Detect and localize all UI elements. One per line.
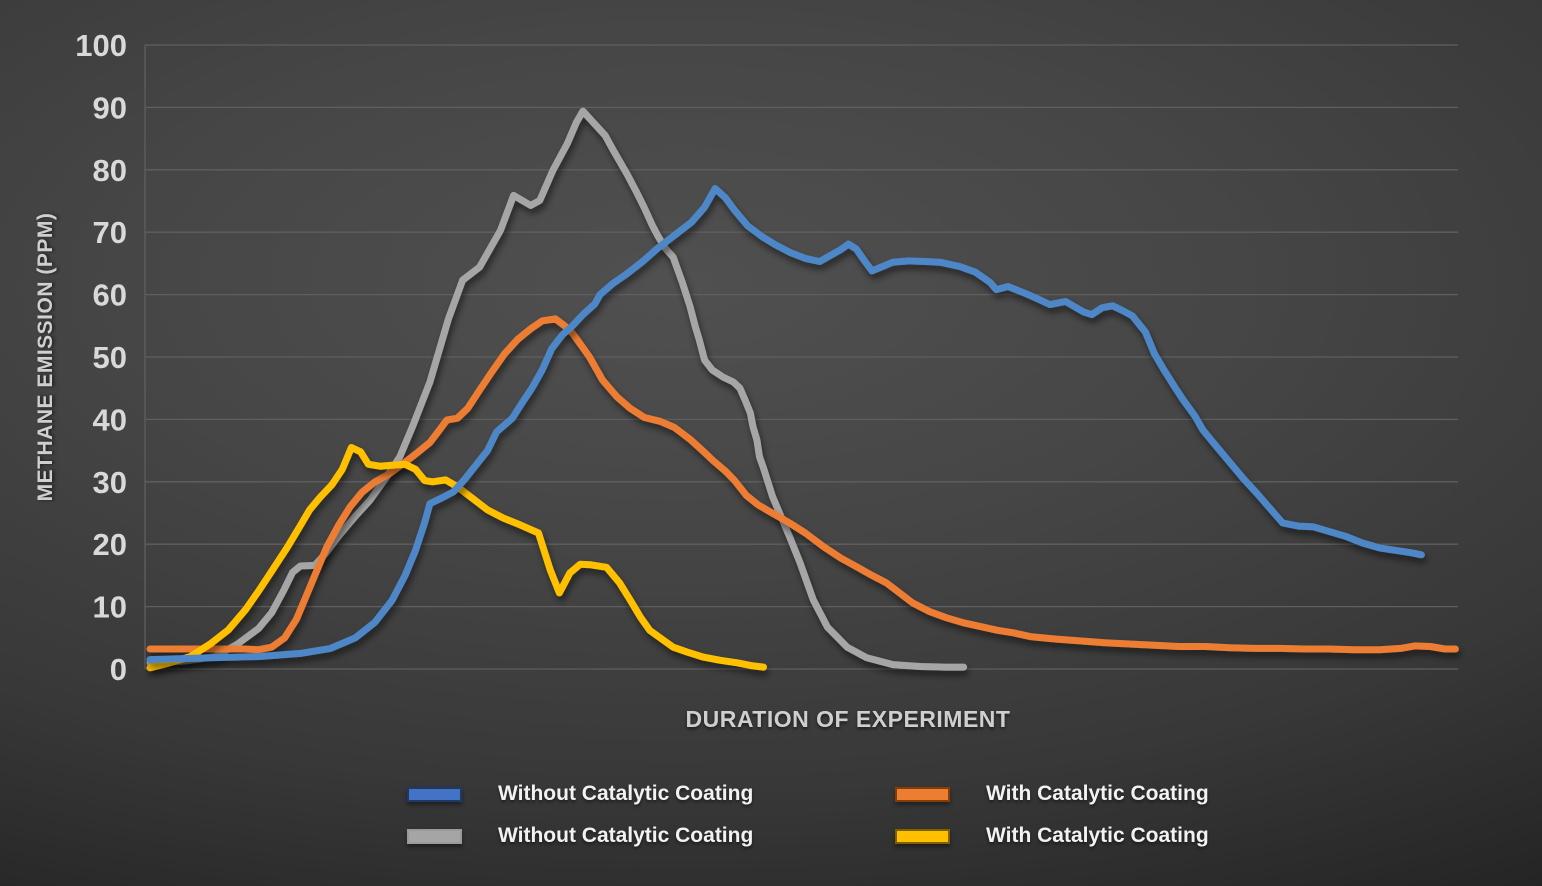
legend-item-gray: Without Catalytic Coating [407,824,754,847]
legend-swatch-yellow [895,828,950,844]
legend-label: Without Catalytic Coating [498,824,754,847]
legend-label: With Catalytic Coating [986,824,1209,847]
y-tick-label: 40 [93,402,127,437]
series-line-yellow [146,444,767,672]
series-line-orange [146,315,1459,654]
y-tick-label: 20 [93,527,127,562]
legend-label: With Catalytic Coating [986,782,1209,805]
series-line-gray [146,107,968,671]
legend-swatch-blue [407,786,462,802]
legend-item-blue: Without Catalytic Coating [407,782,754,805]
series-line-blue [146,185,1425,664]
y-tick-label: 90 [93,90,127,125]
legend-swatch-gray [407,828,462,844]
y-tick-label: 50 [93,340,127,375]
y-tick-label: 0 [110,652,127,687]
y-tick-label: 60 [93,278,127,313]
x-axis-title: DURATION OF EXPERIMENT [685,706,1011,732]
legend-swatch-orange [895,786,950,802]
y-tick-label: 100 [75,28,127,63]
y-tick-label: 30 [93,465,127,500]
legend-item-orange: With Catalytic Coating [895,782,1209,805]
y-tick-label: 80 [93,153,127,188]
y-tick-label: 70 [93,215,127,250]
y-tick-label: 10 [93,590,127,625]
legend-label: Without Catalytic Coating [498,782,754,805]
legend-item-yellow: With Catalytic Coating [895,824,1209,847]
gridlines: 0 10 20 30 40 50 60 70 80 90 100 [75,28,1458,687]
